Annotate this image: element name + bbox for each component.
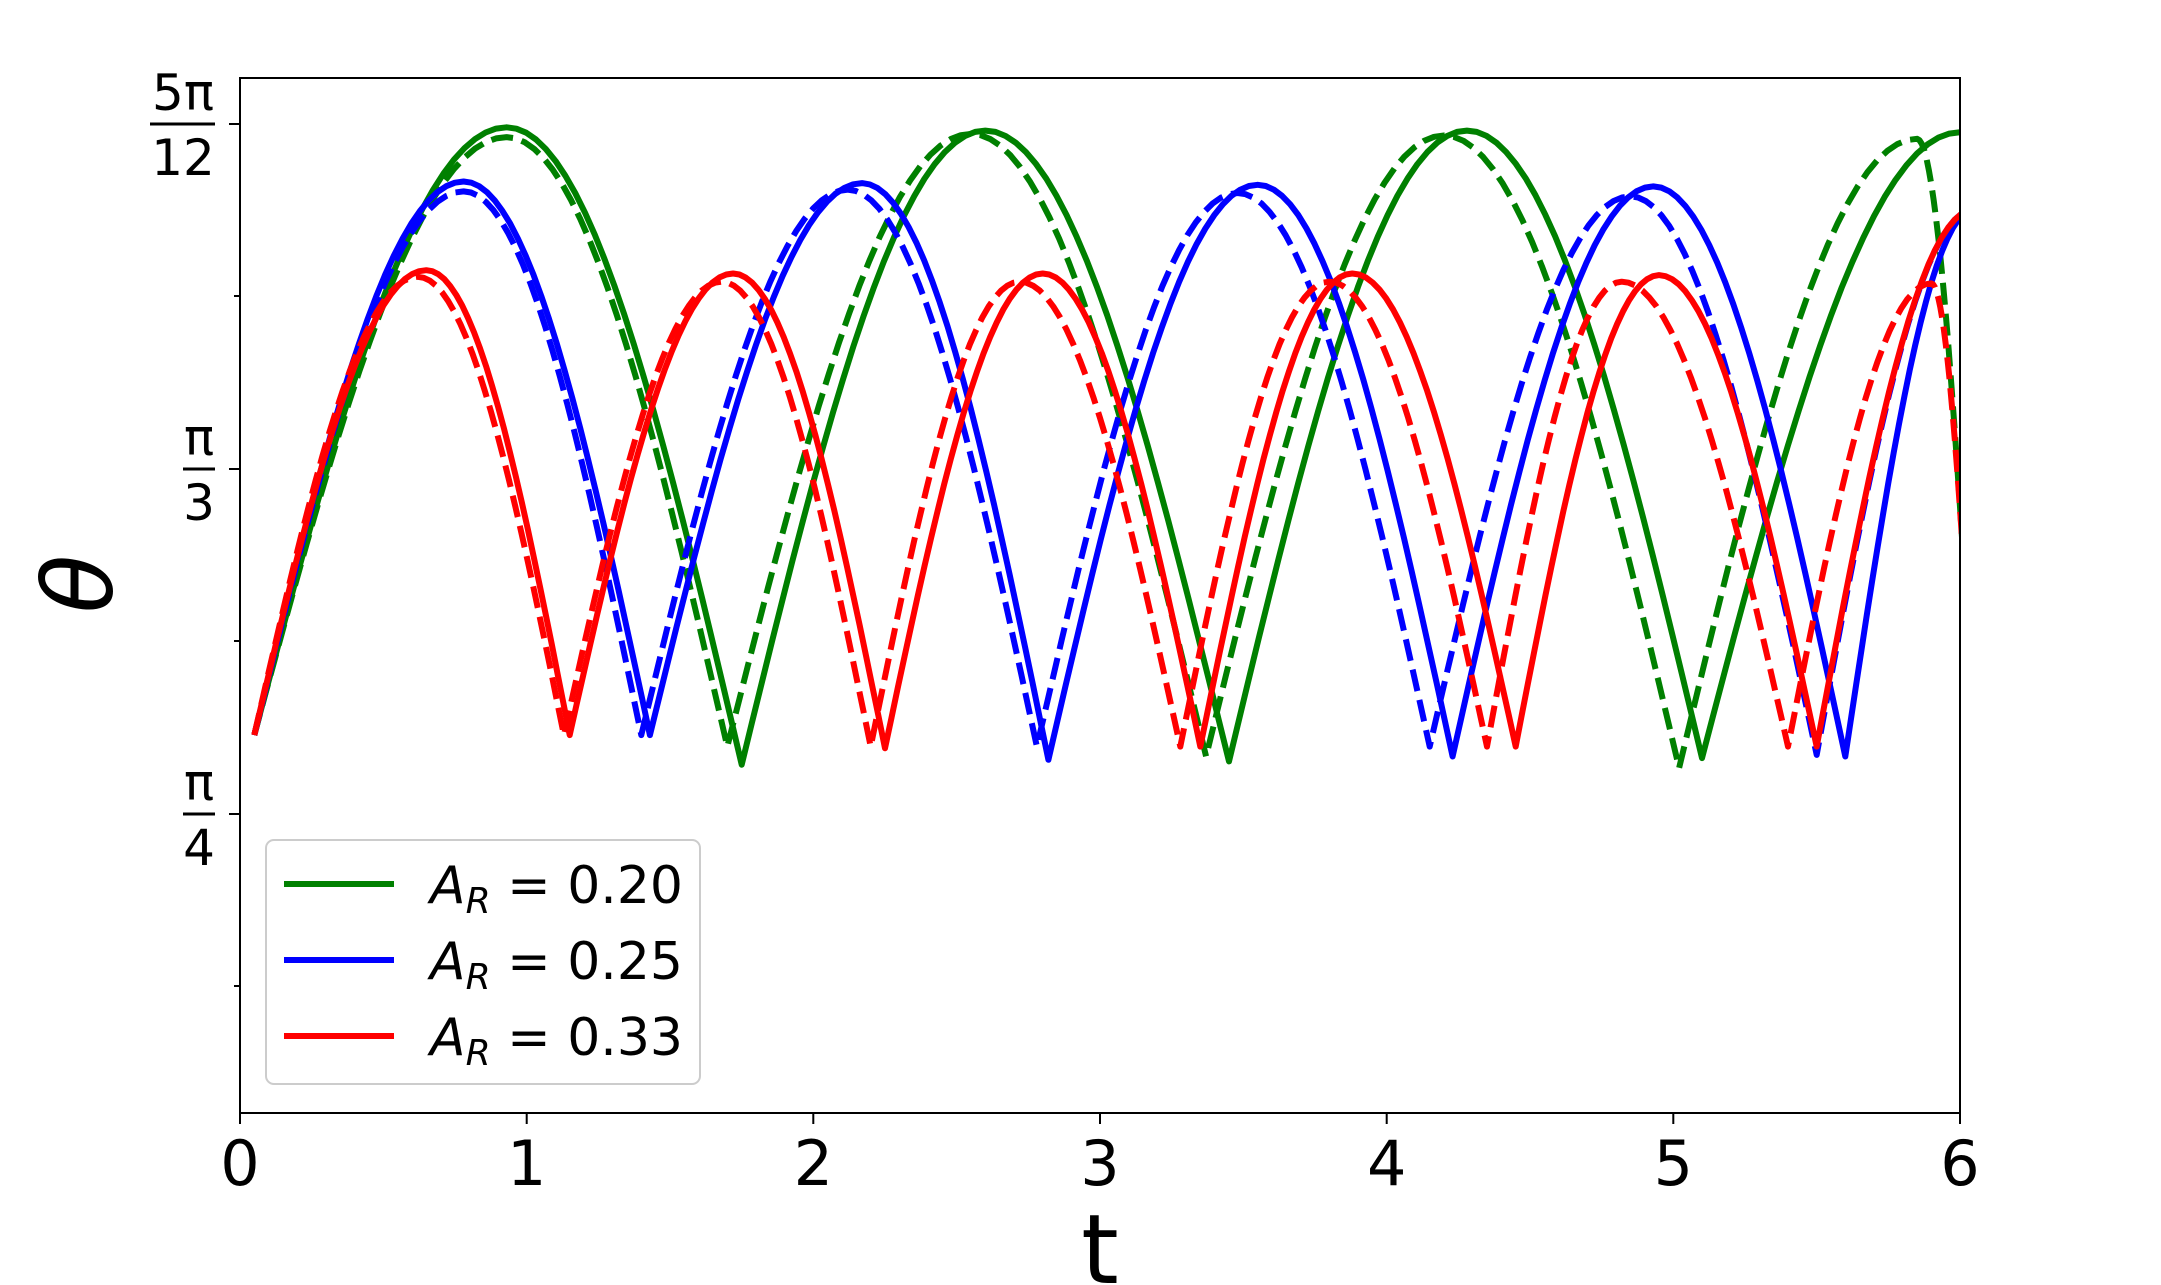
x-tick-label: 6 <box>1940 1127 1979 1200</box>
y-minor-ticks <box>234 295 240 987</box>
legend-box <box>265 839 701 1085</box>
series-layer <box>251 124 1960 771</box>
legend-label: AR = 0.25 <box>427 932 683 998</box>
legend-label: AR = 0.20 <box>427 856 683 922</box>
y-tick-denominator: 4 <box>183 819 215 877</box>
y-axis: π 4 π 3 5π 12 <box>150 64 240 877</box>
x-axis-label: t <box>1081 1194 1119 1285</box>
x-tick-label: 5 <box>1654 1127 1693 1200</box>
y-tick-pi-over-3: π 3 <box>183 409 240 532</box>
x-tick-label: 0 <box>220 1127 259 1200</box>
x-tick-2: 2 <box>794 1113 833 1200</box>
x-tick-label: 2 <box>794 1127 833 1200</box>
series-line-5-dashed <box>251 273 1960 750</box>
y-tick-numerator: π <box>184 409 214 467</box>
y-tick-pi-over-4: π 4 <box>183 754 240 877</box>
y-tick-denominator: 3 <box>183 474 215 532</box>
legend-entry-1: AR = 0.25 <box>284 932 683 998</box>
x-tick-label: 4 <box>1367 1127 1406 1200</box>
x-tick-label: 1 <box>507 1127 546 1200</box>
y-tick-numerator: π <box>184 754 214 812</box>
y-tick-5pi-over-12: 5π 12 <box>150 64 240 187</box>
x-tick-0: 0 <box>220 1113 260 1200</box>
x-tick-1: 1 <box>507 1113 546 1200</box>
y-tick-numerator: 5π <box>152 64 214 122</box>
series-line-1-dashed <box>251 130 1960 771</box>
x-tick-3: 3 <box>1080 1113 1120 1200</box>
legend-entry-0: AR = 0.20 <box>284 856 683 922</box>
x-axis: 0 1 2 3 4 5 6 <box>220 1113 1980 1200</box>
x-tick-5: 5 <box>1654 1113 1693 1200</box>
legend-label: AR = 0.33 <box>427 1008 683 1074</box>
series-line-4-solid <box>251 211 1960 752</box>
series-line-0-solid <box>251 124 1960 768</box>
series-line-3-dashed <box>251 186 1960 758</box>
x-tick-4: 4 <box>1367 1113 1406 1200</box>
x-tick-label: 3 <box>1080 1127 1119 1200</box>
x-tick-6: 6 <box>1940 1113 1980 1200</box>
legend-entry-2: AR = 0.33 <box>284 1008 683 1074</box>
y-axis-label: θ <box>23 555 135 614</box>
y-tick-denominator: 12 <box>151 129 215 187</box>
series-line-2-solid <box>251 178 1960 763</box>
legend: AR = 0.20 AR = 0.25 AR = 0.33 <box>265 839 701 1085</box>
